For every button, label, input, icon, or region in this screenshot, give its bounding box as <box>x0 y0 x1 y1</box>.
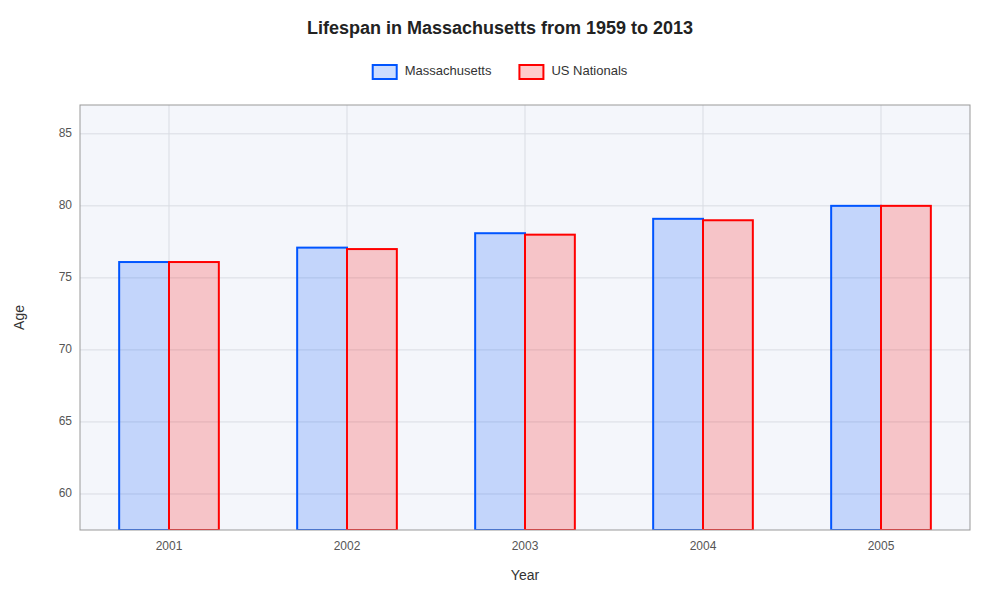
plot-frame <box>80 105 970 530</box>
legend-item: Massachusetts <box>373 63 492 79</box>
legend-label: US Nationals <box>551 63 627 78</box>
y-axis: 60 65 70 75 80 85 <box>59 126 73 500</box>
x-tick-label: 2004 <box>690 539 717 553</box>
bar <box>347 249 397 530</box>
legend-swatch <box>373 65 397 79</box>
bar <box>297 248 347 530</box>
x-axis: 2001 2002 2003 2004 2005 <box>156 539 895 553</box>
x-tick-label: 2003 <box>512 539 539 553</box>
bar-series <box>119 206 881 530</box>
legend-item: US Nationals <box>519 63 627 79</box>
bar <box>831 206 881 530</box>
bar <box>475 233 525 530</box>
bar <box>703 220 753 530</box>
y-tick-label: 75 <box>59 270 73 284</box>
x-tick-label: 2005 <box>868 539 895 553</box>
bar <box>653 219 703 530</box>
y-axis-label: Age <box>11 305 27 330</box>
bar <box>119 262 169 530</box>
x-tick-label: 2002 <box>334 539 361 553</box>
legend-swatch <box>519 65 543 79</box>
bar <box>525 235 575 530</box>
y-tick-label: 85 <box>59 126 73 140</box>
chart-container: 60 65 70 75 80 85 2001 2002 2003 2004 2005 Lifespan… <box>0 0 1000 600</box>
bars <box>119 206 931 530</box>
y-tick-label: 60 <box>59 486 73 500</box>
bar <box>881 206 931 530</box>
bar <box>169 262 219 530</box>
y-tick-label: 70 <box>59 342 73 356</box>
title: Lifespan in Massachusetts from 1959 to 2… <box>307 18 693 38</box>
bar-series <box>169 206 931 530</box>
y-tick-label: 80 <box>59 198 73 212</box>
x-axis-label: Year <box>511 567 540 583</box>
y-tick-label: 65 <box>59 414 73 428</box>
legend: Massachusetts US Nationals <box>373 63 628 79</box>
grid <box>80 105 970 530</box>
chart: 60 65 70 75 80 85 2001 2002 2003 2004 2005 Lifespan… <box>0 0 1000 600</box>
plot-background <box>80 105 970 530</box>
legend-label: Massachusetts <box>405 63 492 78</box>
x-tick-label: 2001 <box>156 539 183 553</box>
